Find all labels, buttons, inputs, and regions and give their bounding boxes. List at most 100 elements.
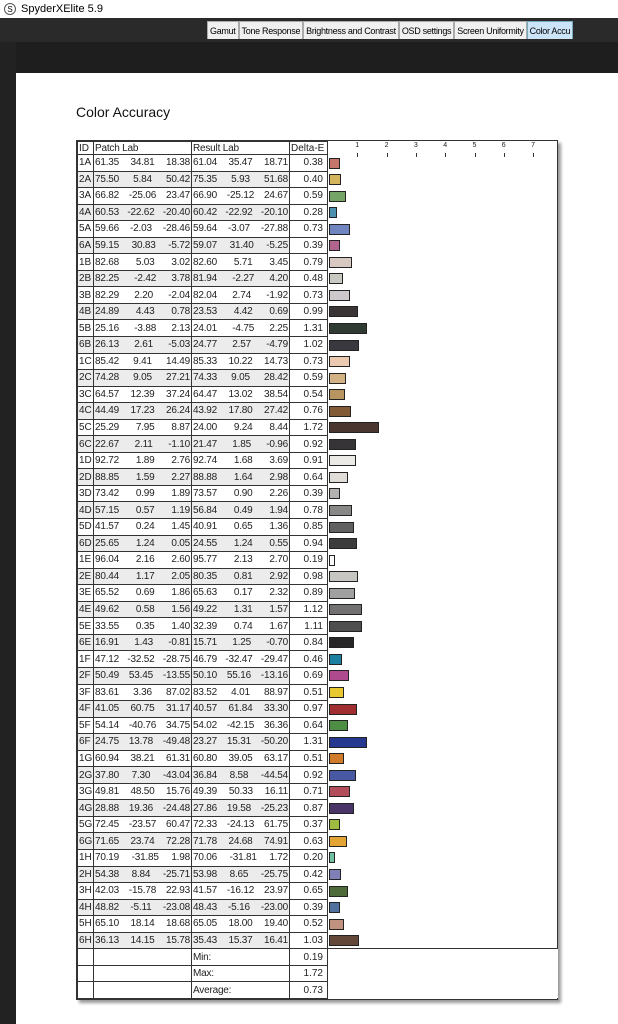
delta-e-value: 1.31 bbox=[289, 319, 328, 338]
a-value: 48.50 bbox=[130, 786, 155, 798]
delta-e-bar bbox=[329, 852, 335, 864]
patch-lab: 64.57 12.39 37.24 bbox=[93, 385, 192, 404]
b-value: 33.30 bbox=[263, 703, 288, 715]
patch-lab: 88.85 1.59 2.27 bbox=[93, 468, 192, 486]
tab-color-accu[interactable]: Color Accu bbox=[526, 21, 574, 39]
L-value: 24.00 bbox=[193, 422, 218, 434]
b-value: 3.69 bbox=[269, 455, 288, 467]
tab-tone-response[interactable]: Tone Response bbox=[238, 21, 304, 39]
delta-e-bar bbox=[329, 322, 368, 334]
delta-e-bar bbox=[329, 240, 341, 252]
b-value: 2.60 bbox=[171, 554, 190, 566]
result-lab: 24.55 1.24 0.55 bbox=[191, 534, 290, 553]
patch-id: 4G bbox=[77, 799, 94, 817]
patch-id: 3H bbox=[77, 882, 94, 900]
delta-e-bar bbox=[329, 554, 335, 566]
b-value: 1.19 bbox=[171, 504, 190, 516]
a-value: 13.78 bbox=[128, 736, 153, 748]
a-value: 2.61 bbox=[134, 339, 153, 351]
a-value: -32.47 bbox=[225, 653, 253, 665]
delta-e-bar bbox=[329, 786, 350, 798]
patch-id: 1E bbox=[77, 551, 94, 569]
a-value: -23.57 bbox=[128, 819, 157, 831]
patch-lab: 71.65 23.74 72.28 bbox=[93, 832, 192, 850]
empty-cell bbox=[77, 964, 94, 983]
patch-id: 4H bbox=[77, 898, 94, 917]
axis-tick-label: 3 bbox=[413, 141, 418, 149]
delta-e-bar bbox=[329, 306, 358, 318]
delta-e-bar-cell bbox=[327, 584, 558, 602]
L-value: 16.91 bbox=[95, 637, 120, 649]
delta-e-value: 0.78 bbox=[289, 501, 328, 520]
delta-e-value: 0.79 bbox=[289, 253, 328, 271]
result-lab: 21.47 1.85 -0.96 bbox=[191, 435, 290, 453]
a-value: 1.85 bbox=[232, 438, 251, 450]
result-lab: 59.07 31.40 -5.25 bbox=[191, 236, 290, 255]
patch-id: 4B bbox=[77, 302, 94, 321]
b-value: 1.89 bbox=[171, 488, 190, 500]
delta-e-value: 0.37 bbox=[289, 815, 328, 834]
a-value: 2.20 bbox=[134, 289, 153, 301]
patch-id: 4D bbox=[77, 501, 94, 520]
b-value: -25.75 bbox=[260, 868, 288, 880]
b-value: 2.76 bbox=[171, 455, 190, 467]
b-value: 61.31 bbox=[165, 752, 190, 764]
L-value: 25.65 bbox=[95, 537, 120, 549]
tab-osd-settings[interactable]: OSD settings bbox=[398, 21, 455, 39]
b-value: 26.24 bbox=[165, 405, 190, 417]
patch-lab: 54.38 8.84 -25.71 bbox=[93, 865, 192, 884]
delta-e-bar-cell bbox=[327, 204, 558, 221]
patch-lab: 50.49 53.45 -13.55 bbox=[93, 666, 192, 685]
result-lab: 54.02 -42.15 36.36 bbox=[191, 716, 290, 735]
patch-lab: 48.82 -5.11 -23.08 bbox=[93, 898, 192, 917]
patch-id: 1H bbox=[77, 848, 94, 867]
a-value: -24.13 bbox=[226, 819, 255, 831]
b-value: 88.97 bbox=[263, 686, 288, 698]
delta-e-value: 0.59 bbox=[289, 187, 328, 205]
L-value: 66.90 bbox=[193, 190, 218, 202]
delta-e-bar bbox=[329, 488, 341, 500]
summary-label: Max: bbox=[191, 964, 290, 983]
delta-e-bar-cell bbox=[327, 501, 558, 519]
patch-lab: 25.16 -3.88 2.13 bbox=[93, 319, 192, 338]
delta-e-value: 1.11 bbox=[289, 617, 328, 635]
b-value: -44.54 bbox=[260, 769, 288, 781]
delta-e-bar-cell bbox=[327, 452, 558, 469]
tab-brightness-and-contrast[interactable]: Brightness and Contrast bbox=[303, 21, 399, 39]
b-value: 0.78 bbox=[171, 306, 190, 318]
a-value: 8.58 bbox=[229, 769, 249, 781]
patch-id: 5H bbox=[77, 915, 94, 933]
axis-tick-label: 7 bbox=[531, 141, 535, 149]
a-value: 1.89 bbox=[135, 455, 155, 467]
tab-gamut[interactable]: Gamut bbox=[207, 21, 239, 39]
b-value: 2.32 bbox=[269, 587, 288, 599]
L-value: 59.64 bbox=[193, 223, 218, 235]
b-value: 23.47 bbox=[165, 190, 190, 202]
L-value: 92.72 bbox=[95, 455, 120, 467]
delta-e-bar bbox=[329, 571, 358, 583]
delta-e-bar-cell bbox=[327, 733, 558, 751]
table-row: 4C 44.49 17.23 26.24 43.92 17.80 27.42 0.76 bbox=[77, 402, 558, 420]
a-value: -32.52 bbox=[127, 653, 155, 665]
L-value: 25.16 bbox=[95, 322, 120, 334]
a-value: 12.39 bbox=[130, 388, 155, 400]
L-value: 60.53 bbox=[95, 206, 120, 218]
result-lab: 40.57 61.84 33.30 bbox=[191, 700, 290, 718]
table-row: 1B 82.68 5.03 3.02 82.60 5.71 3.45 0.79 bbox=[77, 253, 558, 271]
b-value: -4.79 bbox=[266, 339, 288, 351]
patch-lab: 85.42 9.41 14.49 bbox=[93, 352, 192, 371]
L-value: 42.03 bbox=[95, 885, 120, 897]
tab-screen-uniformity[interactable]: Screen Uniformity bbox=[454, 21, 527, 39]
b-value: 60.47 bbox=[165, 819, 190, 831]
patch-id: 2H bbox=[77, 865, 94, 884]
delta-e-bar-cell bbox=[327, 171, 558, 188]
a-value: -16.12 bbox=[226, 885, 255, 897]
delta-e-bar-cell bbox=[327, 849, 558, 867]
a-value: 35.47 bbox=[228, 157, 253, 169]
delta-e-bar-cell bbox=[327, 303, 558, 320]
patch-lab: 83.61 3.36 87.02 bbox=[93, 683, 192, 702]
delta-e-value: 0.69 bbox=[289, 666, 328, 685]
delta-e-bar-cell bbox=[327, 568, 558, 585]
axis-tick-label: 5 bbox=[472, 141, 477, 149]
result-lab: 74.33 9.05 28.42 bbox=[191, 369, 290, 387]
